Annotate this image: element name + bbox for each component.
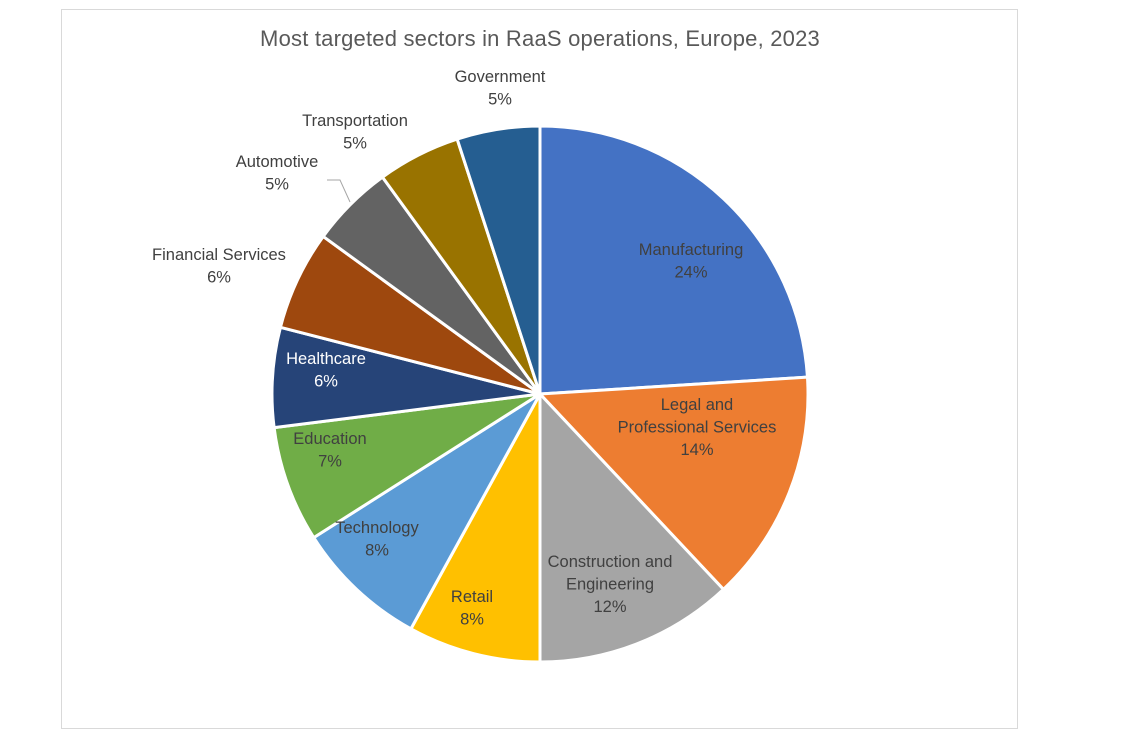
data-label-value: 8% <box>365 542 389 560</box>
data-label-technology: Technology 8% <box>335 519 419 560</box>
pie-slice-technology <box>312 392 542 631</box>
data-label-value: 12% <box>593 598 626 616</box>
data-label-construction-and-engineering: Construction and Engineering 12% <box>548 553 673 616</box>
data-label-category: Professional Services <box>618 418 777 436</box>
data-label-category: Financial Services <box>152 246 286 264</box>
data-label-financial-services: Financial Services 6% <box>152 246 286 286</box>
data-label-manufacturing: Manufacturing 24% <box>639 241 744 281</box>
data-label-value: 5% <box>343 135 367 153</box>
data-label-category: Retail <box>451 588 493 606</box>
pie-slice-manufacturing <box>538 124 809 396</box>
data-label-government: Government 5% <box>455 68 546 109</box>
data-label-retail: Retail 8% <box>451 588 493 629</box>
pie-slice-legal-and-professional-services <box>538 375 810 591</box>
data-label-category: Education <box>293 430 366 448</box>
pie-slice-construction-and-engineering <box>538 392 725 664</box>
data-label-category: Construction and <box>548 553 673 571</box>
data-label-value: 14% <box>680 441 713 459</box>
data-label-value: 6% <box>207 269 231 287</box>
data-label-category: Healthcare <box>286 350 366 368</box>
data-label-education: Education 7% <box>293 430 366 471</box>
pie-slice-government <box>455 124 542 396</box>
data-label-category: Automotive <box>236 153 319 171</box>
data-label-healthcare: Healthcare 6% <box>286 350 366 391</box>
data-label-value: 24% <box>674 264 707 282</box>
data-label-transportation: Transportation 5% <box>302 112 408 153</box>
data-label-value: 5% <box>265 176 289 194</box>
data-label-category: Legal and <box>661 396 734 414</box>
data-label-legal-and-professional-services: Legal and Professional Services 14% <box>618 396 777 459</box>
chart-title: Most targeted sectors in RaaS operations… <box>260 26 820 51</box>
pie-slice-retail <box>409 392 542 664</box>
pie-slice-education <box>272 392 542 540</box>
data-label-value: 8% <box>460 611 484 629</box>
data-label-category: Technology <box>335 519 419 537</box>
data-label-value: 6% <box>314 373 338 391</box>
data-label-value: 5% <box>488 91 512 109</box>
data-label-value: 7% <box>318 453 342 471</box>
data-label-category: Manufacturing <box>639 241 744 259</box>
data-label-category: Transportation <box>302 112 408 130</box>
data-label-category: Engineering <box>566 575 654 593</box>
data-label-category: Government <box>455 68 546 86</box>
data-label-automotive: Automotive 5% <box>236 153 319 194</box>
leader-line-automotive <box>327 179 351 203</box>
